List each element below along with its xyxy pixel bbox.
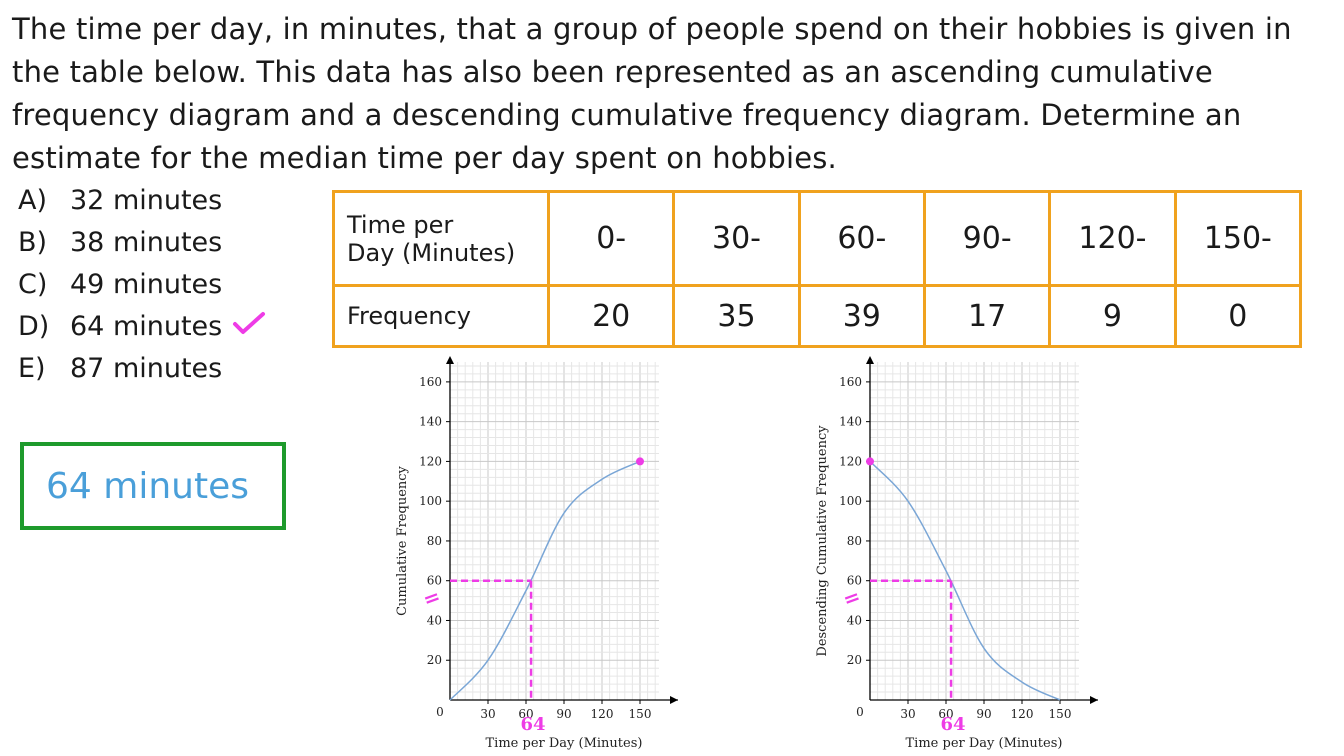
question-text: The time per day, in minutes, that a gro… (12, 12, 1292, 175)
median-y-mark: = (840, 584, 864, 612)
table-cell-frequency: 35 (672, 284, 801, 348)
y-tick-label: 60 (427, 574, 442, 588)
y-axis-label: Cumulative Frequency (395, 465, 410, 615)
y-tick-label: 140 (839, 415, 862, 429)
table-row-frequency: Frequency 20 35 39 17 9 0 (332, 284, 1303, 348)
x-tick-label: 150 (629, 707, 652, 721)
table-cell-frequency: 9 (1048, 284, 1177, 348)
x-tick-label: 30 (480, 707, 495, 721)
descending-cumulative-frequency-chart: 30 60 90 120 150 20 40 60 80 100 120 140 160 0 Time pe… (815, 356, 1098, 751)
option-label: 64 minutes (70, 311, 223, 342)
median-x-label: 64 (521, 714, 546, 735)
y-tick-label: 40 (847, 613, 862, 627)
answer-text: 64 minutes (46, 465, 249, 507)
x-tick-label: 60 (938, 707, 953, 721)
option-key: D) (18, 311, 50, 342)
cumulative-curve (449, 460, 641, 701)
y-tick-label: 160 (839, 375, 862, 389)
option-c[interactable]: C) 49 minutes (18, 264, 266, 306)
table-header-time-line2: Day (Minutes) (347, 238, 516, 267)
y-axis-arrow (446, 356, 454, 364)
table-cell-interval: 90- (922, 189, 1052, 288)
option-label: 32 minutes (70, 185, 223, 216)
endpoint-dot (636, 457, 644, 466)
option-key: C) (18, 269, 48, 300)
option-label: 49 minutes (70, 269, 223, 300)
y-tick-label: 160 (419, 375, 442, 389)
median-x-label: 64 (941, 714, 966, 735)
checkmark-icon (232, 307, 266, 349)
table-row-time: Time per Day (Minutes) 0- 30- 60- 90- 12… (332, 189, 1303, 288)
table-cell-frequency: 20 (546, 284, 676, 348)
table-cell-interval: 60- (797, 189, 926, 288)
y-tick-label: 120 (419, 454, 442, 468)
option-e[interactable]: E) 87 minutes (18, 348, 266, 390)
y-tick-label: 140 (419, 415, 442, 429)
option-label: 87 minutes (70, 353, 223, 384)
endpoint-dot (866, 457, 874, 466)
option-key: E) (18, 353, 46, 384)
y-tick-label: 100 (419, 494, 442, 508)
y-tick-label: 80 (427, 534, 442, 548)
median-y-mark: = (420, 584, 444, 612)
y-tick-label: 20 (427, 653, 442, 667)
table-cell-interval: 120- (1048, 189, 1177, 288)
y-tick-label: 40 (427, 613, 442, 627)
option-label: 38 minutes (70, 227, 223, 258)
x-axis-label: Time per Day (Minutes) (906, 736, 1063, 751)
x-tick-label: 90 (976, 707, 991, 721)
table-header-time: Time per Day (Minutes) (332, 189, 550, 288)
origin-label: 0 (856, 705, 864, 719)
y-axis-label: Descending Cumulative Frequency (815, 425, 830, 657)
table-cell-interval: 30- (672, 189, 801, 288)
table-header-time-line1: Time per (347, 210, 454, 239)
x-tick-label: 120 (591, 707, 614, 721)
origin-label: 0 (436, 705, 444, 719)
x-tick-label: 120 (1011, 707, 1034, 721)
table-cell-interval: 150- (1173, 189, 1303, 288)
option-a[interactable]: A) 32 minutes (18, 180, 266, 222)
y-tick-label: 120 (839, 454, 862, 468)
option-key: B) (18, 227, 48, 258)
x-tick-label: 30 (900, 707, 915, 721)
x-tick-label: 60 (518, 707, 533, 721)
x-axis-label: Time per Day (Minutes) (486, 736, 643, 751)
table-cell-frequency: 0 (1173, 284, 1303, 348)
y-tick-label: 80 (847, 534, 862, 548)
table-header-frequency: Frequency (332, 284, 550, 348)
x-axis-arrow (1090, 696, 1098, 704)
option-d[interactable]: D) 64 minutes (18, 306, 266, 348)
table-cell-frequency: 17 (922, 284, 1052, 348)
ascending-cumulative-frequency-chart: 30 60 90 120 150 20 40 60 80 100 120 140 160 0 Time pe… (395, 356, 678, 751)
answer-box: 64 minutes (20, 442, 286, 530)
x-axis-arrow (670, 696, 678, 704)
option-b[interactable]: B) 38 minutes (18, 222, 266, 264)
cumulative-curve (869, 460, 1061, 701)
x-tick-label: 90 (556, 707, 571, 721)
y-tick-label: 100 (839, 494, 862, 508)
x-tick-label: 150 (1049, 707, 1072, 721)
table-cell-frequency: 39 (797, 284, 926, 348)
frequency-table: Time per Day (Minutes) 0- 30- 60- 90- 12… (332, 189, 1303, 348)
y-tick-label: 60 (847, 574, 862, 588)
y-axis-arrow (866, 356, 874, 364)
answer-options: A) 32 minutes B) 38 minutes C) 49 minutes D… (18, 180, 266, 390)
y-tick-label: 20 (847, 653, 862, 667)
option-key: A) (18, 185, 48, 216)
table-cell-interval: 0- (546, 189, 676, 288)
